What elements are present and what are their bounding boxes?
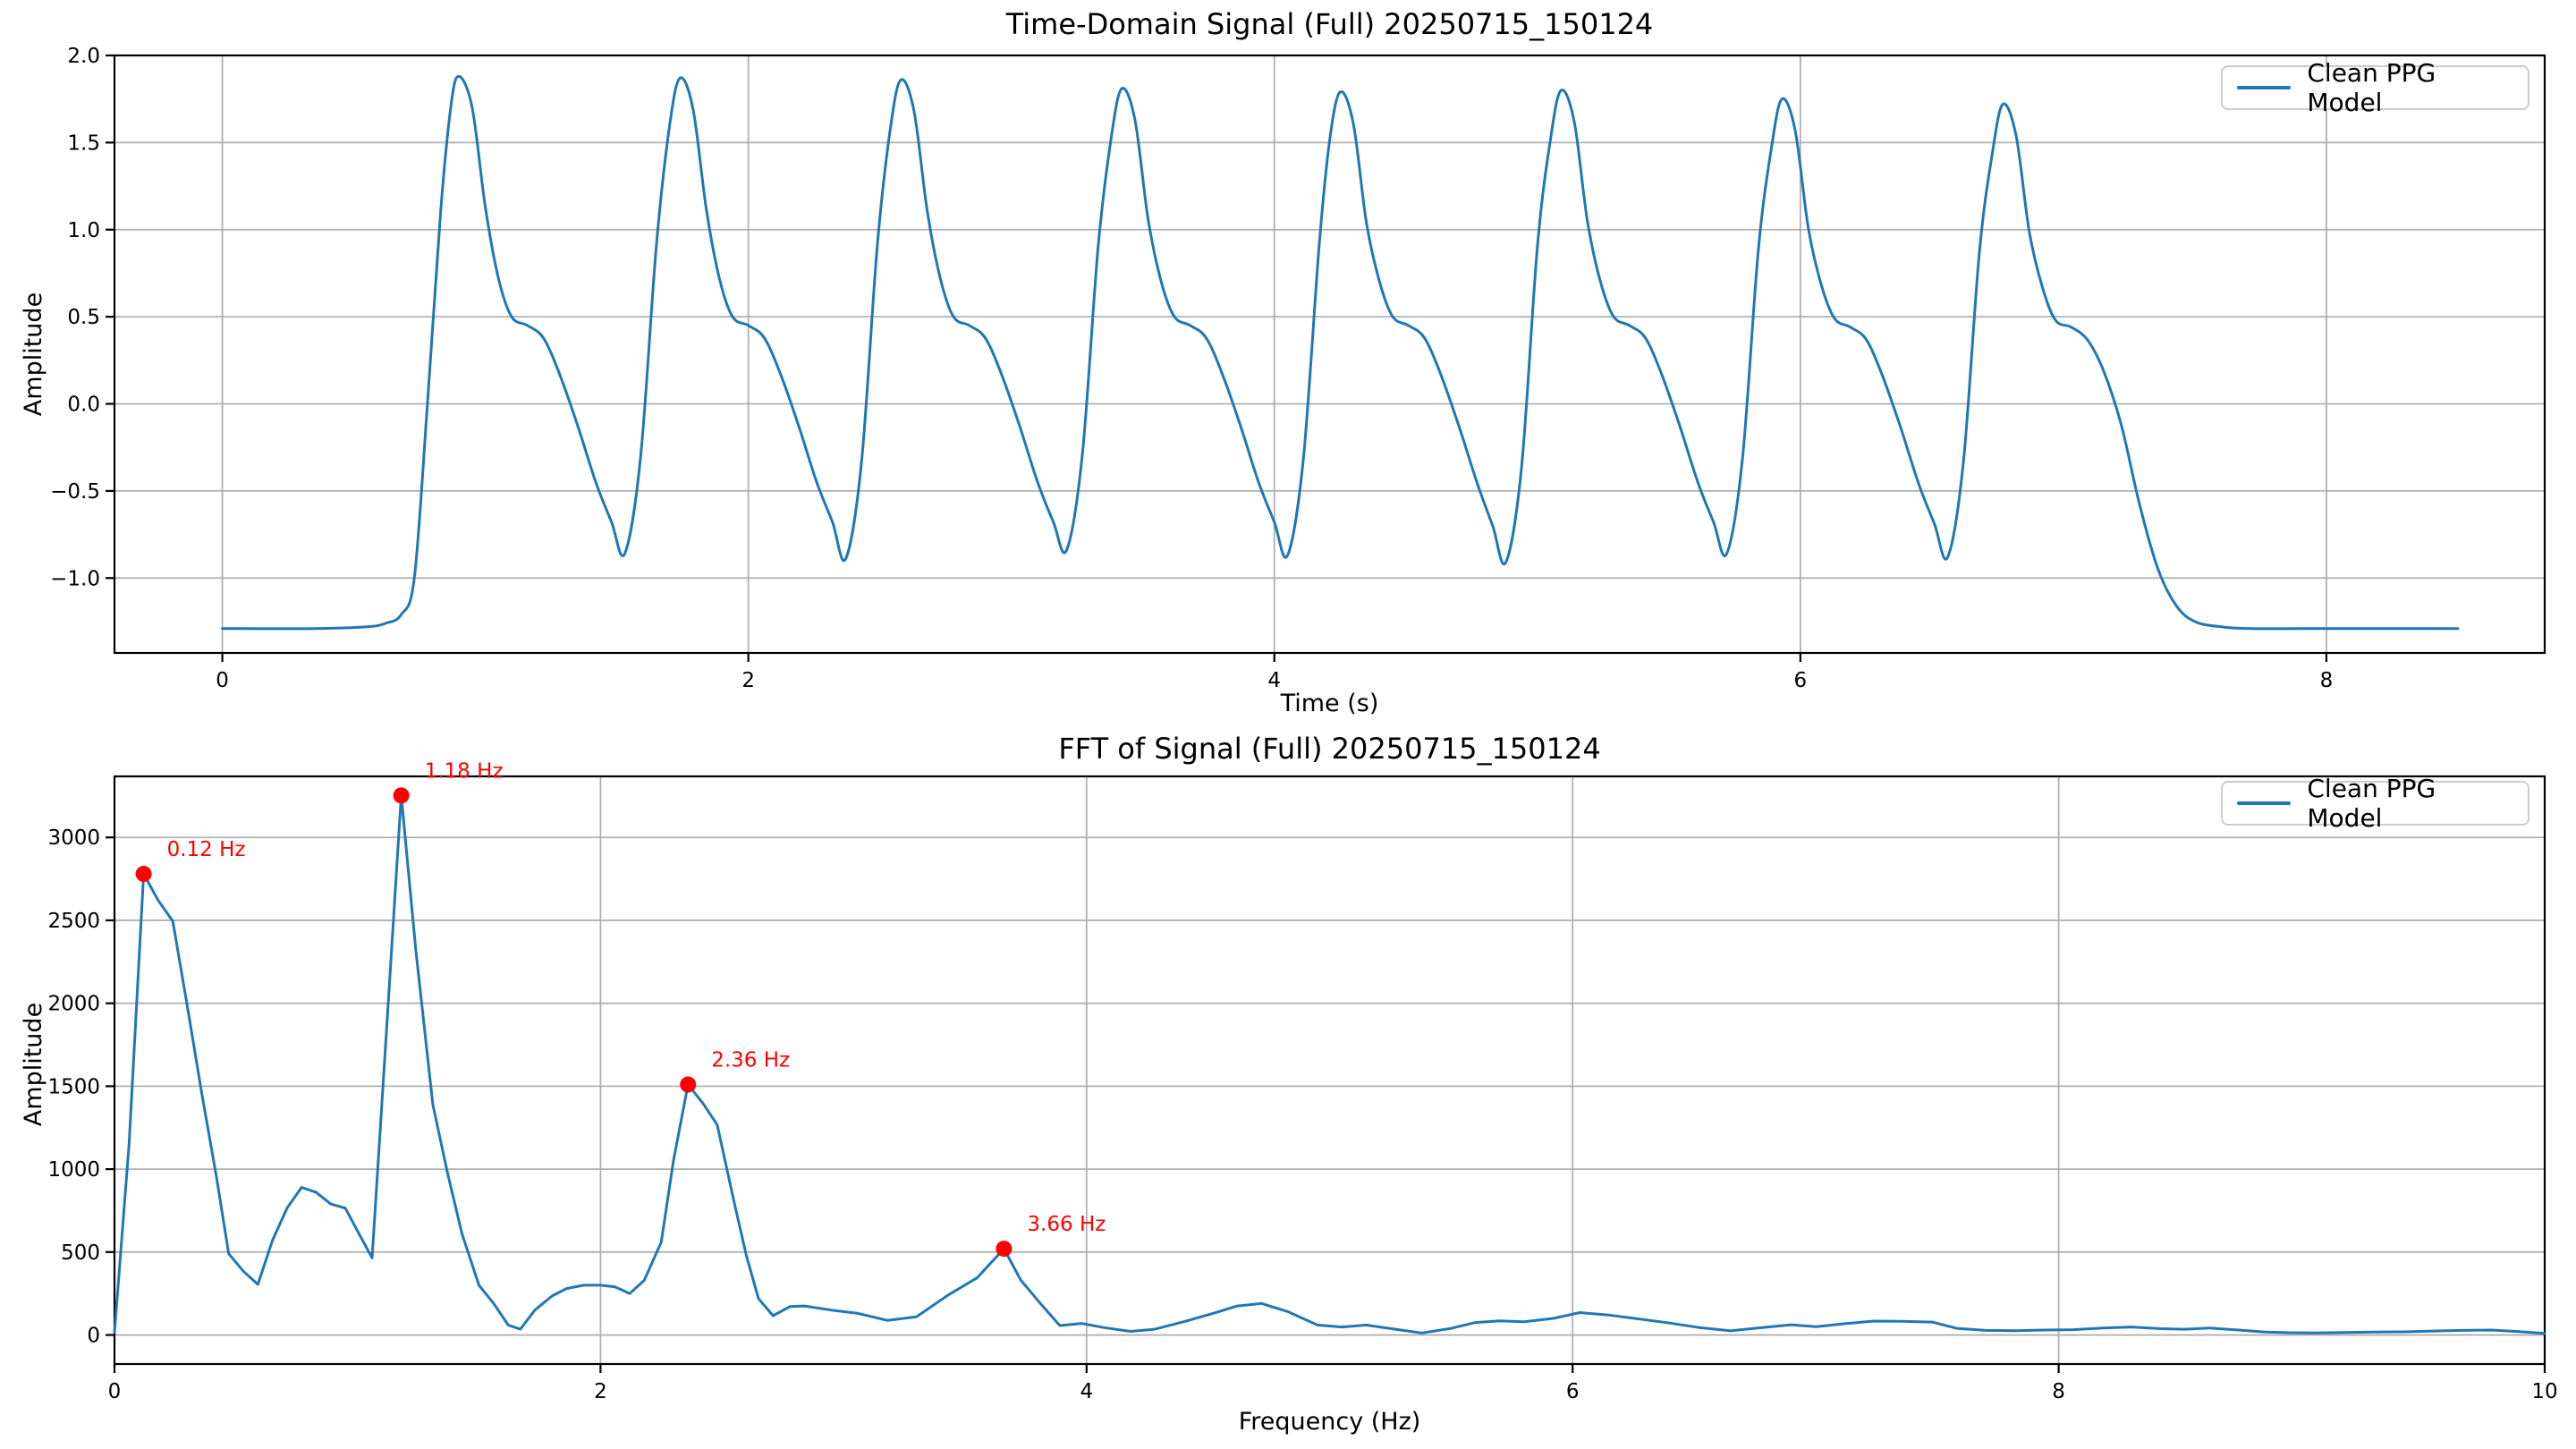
amplitude-axis-label-bottom: Amplitude bbox=[20, 1002, 47, 1127]
plot-border bbox=[113, 54, 2546, 655]
x-tick-label: 8 bbox=[2052, 1380, 2065, 1403]
plot-border bbox=[113, 775, 2546, 1366]
y-tick-label: −1.0 bbox=[50, 567, 100, 590]
peak-annotation: 3.66 Hz bbox=[1027, 1213, 1106, 1236]
x-tick-label: 8 bbox=[2320, 669, 2334, 692]
y-tick-label: 1.0 bbox=[67, 219, 100, 242]
y-tick-label: 0.0 bbox=[67, 394, 100, 417]
time-domain-title: Time-Domain Signal (Full) 20250715_15012… bbox=[1005, 7, 1654, 41]
y-tick-label: −0.5 bbox=[50, 480, 100, 504]
peak-marker bbox=[996, 1241, 1013, 1258]
legend-label-bottom: Clean PPG Model bbox=[2307, 774, 2436, 833]
x-tick-label: 4 bbox=[1267, 669, 1281, 692]
y-tick-label: 2500 bbox=[47, 910, 100, 933]
time-axis-label: Time (s) bbox=[1280, 690, 1379, 717]
legend-line-sample-bottom bbox=[2237, 801, 2292, 805]
peak-marker bbox=[135, 866, 152, 883]
x-tick-label: 2 bbox=[594, 1380, 607, 1403]
fft-line bbox=[113, 793, 2546, 1335]
legend-label-top: Clean PPG Model bbox=[2307, 58, 2436, 117]
legend-bottom: Clean PPG Model bbox=[2221, 774, 2529, 833]
y-tick-label: 0.5 bbox=[67, 306, 100, 329]
y-tick-label: 1.5 bbox=[67, 131, 100, 155]
time-domain-plot: 0 2 4 6 8 2.0 1.5 1.0 0.5 0.0 −0.5 −1.0 bbox=[50, 45, 2546, 692]
x-tick-label: 10 bbox=[2531, 1380, 2557, 1403]
x-tick-label: 2 bbox=[741, 669, 755, 692]
fft-plot: 0 2 4 6 8 10 0 500 1000 1500 2000 2500 3000 0.12 Hz 1.… bbox=[47, 759, 2557, 1403]
x-tick-label: 0 bbox=[216, 669, 229, 692]
x-tick-label: 0 bbox=[108, 1380, 122, 1403]
peak-marker bbox=[680, 1076, 697, 1093]
peak-marker bbox=[393, 787, 410, 804]
y-tick-label: 500 bbox=[61, 1241, 100, 1265]
legend-top: Clean PPG Model bbox=[2221, 58, 2529, 117]
x-tick-label: 6 bbox=[1794, 669, 1808, 692]
peak-annotation: 2.36 Hz bbox=[711, 1049, 790, 1072]
fft-title: FFT of Signal (Full) 20250715_150124 bbox=[1058, 732, 1601, 766]
x-tick-label: 4 bbox=[1080, 1380, 1093, 1403]
frequency-axis-label: Frequency (Hz) bbox=[1238, 1408, 1421, 1436]
y-tick-label: 2.0 bbox=[67, 45, 100, 68]
peak-annotation: 1.18 Hz bbox=[425, 759, 504, 783]
peak-annotation: 0.12 Hz bbox=[167, 838, 246, 861]
y-tick-label: 2000 bbox=[47, 993, 100, 1016]
y-tick-label: 1000 bbox=[47, 1158, 100, 1182]
signal-line bbox=[221, 74, 2460, 631]
amplitude-axis-label-top: Amplitude bbox=[20, 292, 47, 417]
y-tick-label: 3000 bbox=[47, 826, 100, 850]
x-tick-label: 6 bbox=[1566, 1380, 1580, 1403]
y-tick-label: 1500 bbox=[47, 1075, 100, 1098]
y-tick-label: 0 bbox=[87, 1325, 100, 1348]
legend-line-sample-top bbox=[2237, 86, 2292, 89]
